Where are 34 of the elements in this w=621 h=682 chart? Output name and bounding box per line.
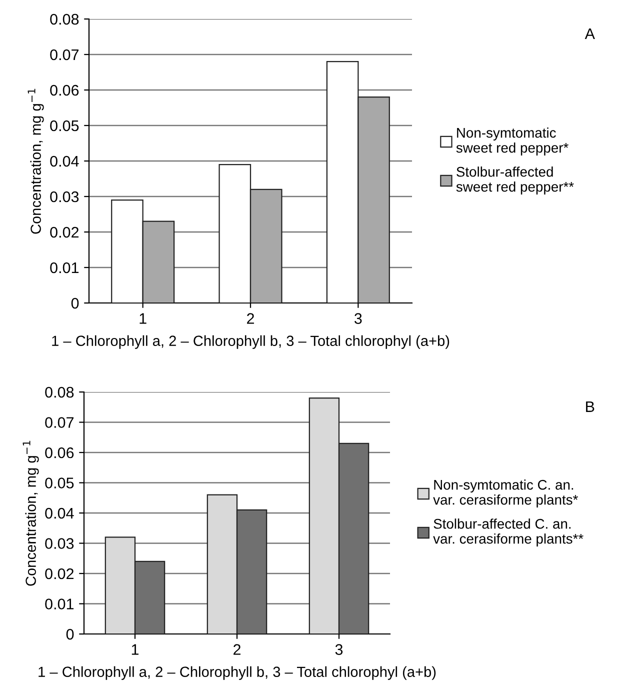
y-tick-label: 0.03	[50, 191, 79, 202]
y-tick-label: 0.05	[45, 478, 74, 488]
y-tick-label: 0.04	[45, 508, 74, 519]
y-tick-label: 0.07	[50, 49, 79, 60]
x-axis-title: 1 – Chlorophyll a, 2 – Chlorophyll b, 3 – Total chlorophyl (a+b)	[38, 666, 436, 680]
y-tick-label: 0	[71, 298, 79, 309]
x-tick-label: 3	[354, 313, 362, 324]
legend-label: Stolbur-affected sweet red pepper**	[456, 166, 574, 194]
y-tick-label: 0.01	[45, 598, 74, 610]
y-tick-label: 0.06	[45, 447, 74, 458]
y-tick-label: 0.06	[50, 84, 79, 96]
y-tick-label: 0.08	[45, 386, 74, 398]
y-tick-label: 0.02	[50, 226, 79, 238]
y-tick-label: 0	[66, 628, 74, 640]
y-tick-label: 0.04	[50, 156, 79, 167]
legend-label: Stolbur-affected C. an. var. cerasiforme plants**	[433, 518, 584, 546]
y-tick-label: 0.08	[50, 14, 79, 25]
text: A	[584, 28, 595, 39]
y-tick-label: 0.05	[50, 120, 79, 132]
x-tick-label: 1	[140, 313, 146, 324]
text: B	[586, 401, 594, 412]
y-tick-label: 0.07	[45, 417, 74, 428]
legend-label: Non-symtomatic C. an. var. cerasiforme plants*	[433, 480, 578, 508]
legend-label: Non-symtomatic sweet red pepper*	[456, 128, 568, 156]
y-axis-title: Concentration, mg g$^{−1}$	[28, 88, 44, 234]
y-axis-title: Concentration, mg g$^{−1}$	[22, 440, 39, 586]
y-tick-label: 0.01	[50, 262, 79, 274]
x-tick-label: 2	[234, 644, 240, 655]
x-tick-label: 1	[132, 644, 139, 655]
x-axis-title: 1 – Chlorophyll a, 2 – Chlorophyll b, 3 – Total chlorophyl (a+b)	[52, 335, 450, 349]
x-tick-label: 2	[247, 313, 254, 324]
y-tick-label: 0.03	[45, 538, 74, 549]
x-tick-label: 3	[335, 644, 343, 655]
y-tick-label: 0.02	[45, 568, 74, 580]
